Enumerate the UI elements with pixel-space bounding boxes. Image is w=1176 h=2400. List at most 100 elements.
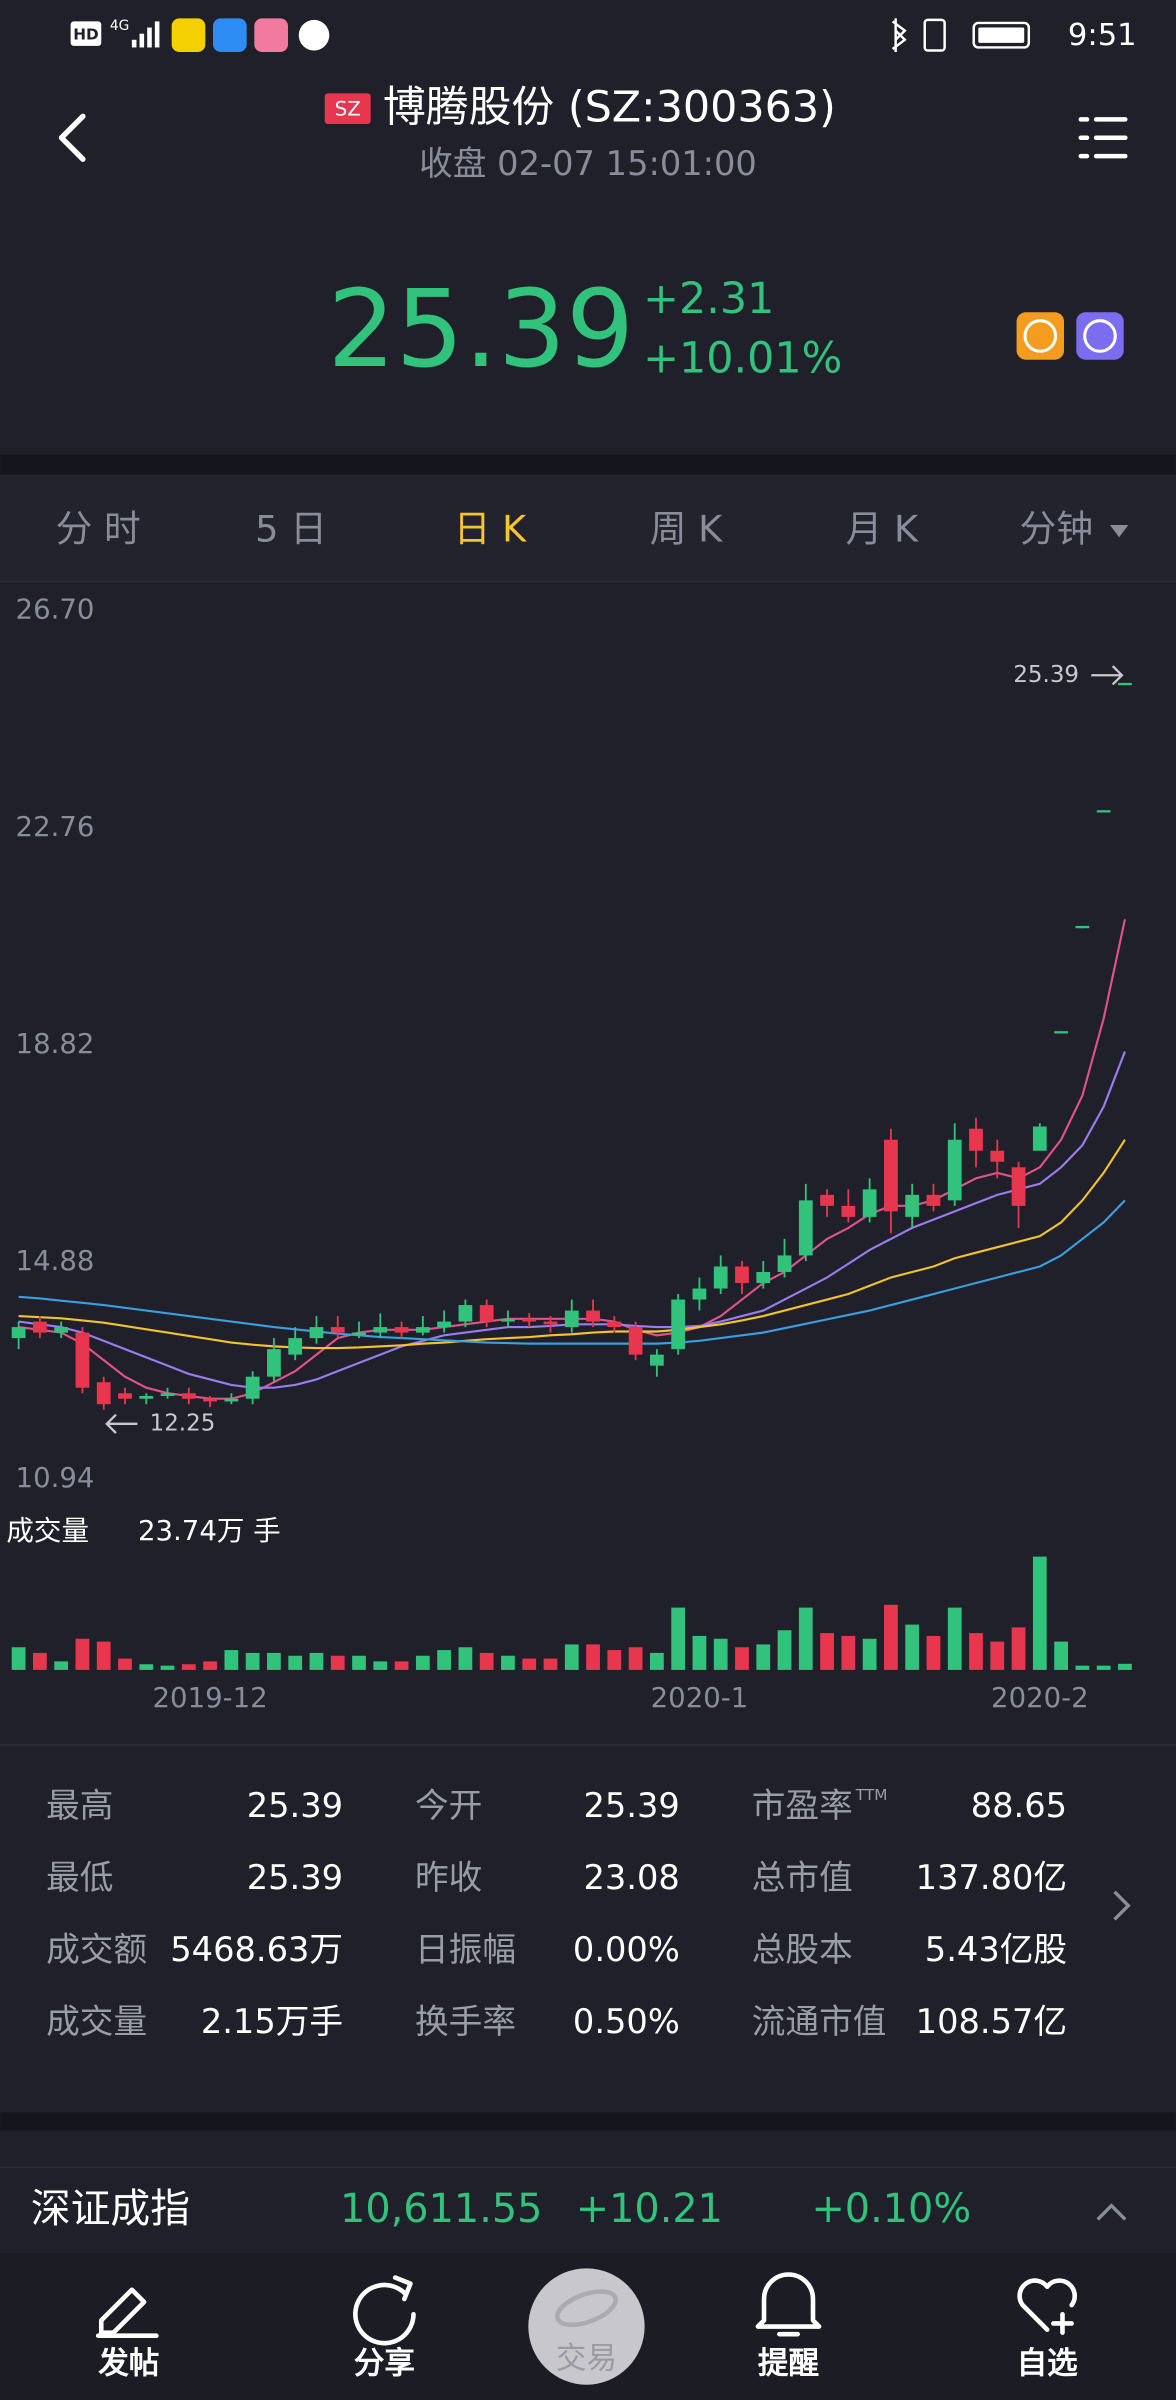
market-badge: SZ [335,98,361,121]
candle-body [586,1310,600,1322]
volume-bar [11,1647,26,1670]
battery-level [978,27,1025,43]
volume-bar [224,1650,239,1670]
min-price-arrow [105,1413,138,1434]
stat-value: 23.08 [583,1858,679,1897]
volume-bar [437,1650,452,1670]
stat-value: 2.15万手 [201,2002,343,2041]
candle-body [160,1393,175,1396]
candle-body [1096,810,1111,813]
volume-bar [181,1664,196,1670]
app-icon [171,18,206,53]
volume-bar [54,1661,69,1670]
candle-body [671,1299,686,1350]
nav-item[interactable]: 交易 [556,2342,617,2377]
candle-body [458,1305,473,1322]
volume-bar [1032,1556,1047,1670]
volume-bar [96,1641,111,1670]
menu-button[interactable] [1078,117,1128,159]
back-button[interactable] [58,113,86,162]
volume-bar [522,1658,537,1670]
min-price-label: 12.25 [150,1410,216,1436]
index-name: 深证成指 [31,2186,190,2232]
candle-body [352,1332,366,1335]
stat-label: 最高 [46,1786,113,1825]
status-badge: HD [73,26,98,44]
volume-title: 成交量 [6,1515,89,1547]
candle-body [990,1150,1005,1162]
volume-current: 23.74万 手 [138,1515,281,1547]
candle-body [777,1255,792,1272]
y-tick-label: 22.76 [16,811,95,843]
volume-bar [118,1658,132,1670]
candle-body [820,1194,834,1206]
candle-body [437,1321,452,1328]
volume-bar [330,1655,345,1670]
candle-body [862,1189,877,1217]
candle-body [522,1318,537,1322]
stat-label: 成交量 [46,2002,147,2041]
volume-bar [1054,1641,1068,1670]
tab[interactable]: 分钟 [1020,508,1093,551]
nav-item[interactable]: 自选 [1017,2346,1079,2381]
nav-item[interactable]: 提醒 [758,2346,820,2381]
tab[interactable]: 周 K [650,508,723,551]
y-tick-label: 18.82 [16,1028,95,1060]
price-change: +2.31 [643,274,774,324]
candle-body [118,1393,132,1399]
candle-body [139,1395,154,1399]
candle-body [1032,1126,1047,1151]
volume-bar [245,1652,260,1670]
nav-item[interactable]: 分享 [354,2346,415,2381]
stats-more[interactable] [1113,1890,1131,1921]
y-tick-label: 26.70 [16,594,95,626]
moving-average-line [18,1199,1126,1345]
candle-body [969,1128,983,1151]
candle-body [330,1327,345,1333]
candle-body [884,1139,898,1212]
volume-bar [564,1644,579,1670]
candle-body [181,1393,196,1399]
volume-bar [756,1644,771,1670]
index-value: 10,611.55 [340,2186,542,2232]
expand-button[interactable] [1096,2203,1127,2221]
candle-body [564,1310,579,1328]
price: 25.39 [328,268,635,392]
dropdown-icon[interactable] [1109,525,1129,538]
clock: 9:51 [1068,18,1137,53]
volume-bar [841,1635,856,1670]
volume-bar [352,1655,366,1670]
nav-item[interactable]: 发帖 [98,2346,159,2381]
stat-value: 25.39 [583,1786,679,1825]
candle-body [756,1271,771,1284]
moving-average-line [18,1139,1126,1350]
app-icon [254,18,288,53]
candle-body [947,1139,962,1201]
market-badge-bg [324,93,371,124]
app-icon [213,18,247,53]
candle-body [203,1398,217,1402]
status-badge-bg [70,21,102,46]
candle-body [288,1338,303,1355]
tab[interactable]: 5 日 [255,508,327,551]
stat-label: 市盈率 [752,1786,853,1825]
tab[interactable]: 月 K [846,508,919,551]
volume-bar [1118,1663,1132,1670]
tab[interactable]: 分 时 [56,508,141,551]
candle-body [798,1200,813,1256]
volume-bar [777,1630,792,1670]
candle-body [692,1288,707,1300]
tab-bar [0,474,1176,582]
volume-bar [820,1633,834,1670]
volume-bar [862,1638,877,1670]
candle-body [543,1321,558,1325]
candle-body [54,1327,69,1333]
tab[interactable]: 日 K [454,508,527,551]
stat-value: 5468.63万 [170,1930,343,1969]
stat-label: 换手率 [415,2002,516,2041]
volume-bar [649,1652,664,1670]
close-time: 收盘 02-07 15:01:00 [419,144,757,183]
volume-bar [628,1647,643,1670]
separator [0,454,1176,475]
candle-body [267,1349,281,1377]
